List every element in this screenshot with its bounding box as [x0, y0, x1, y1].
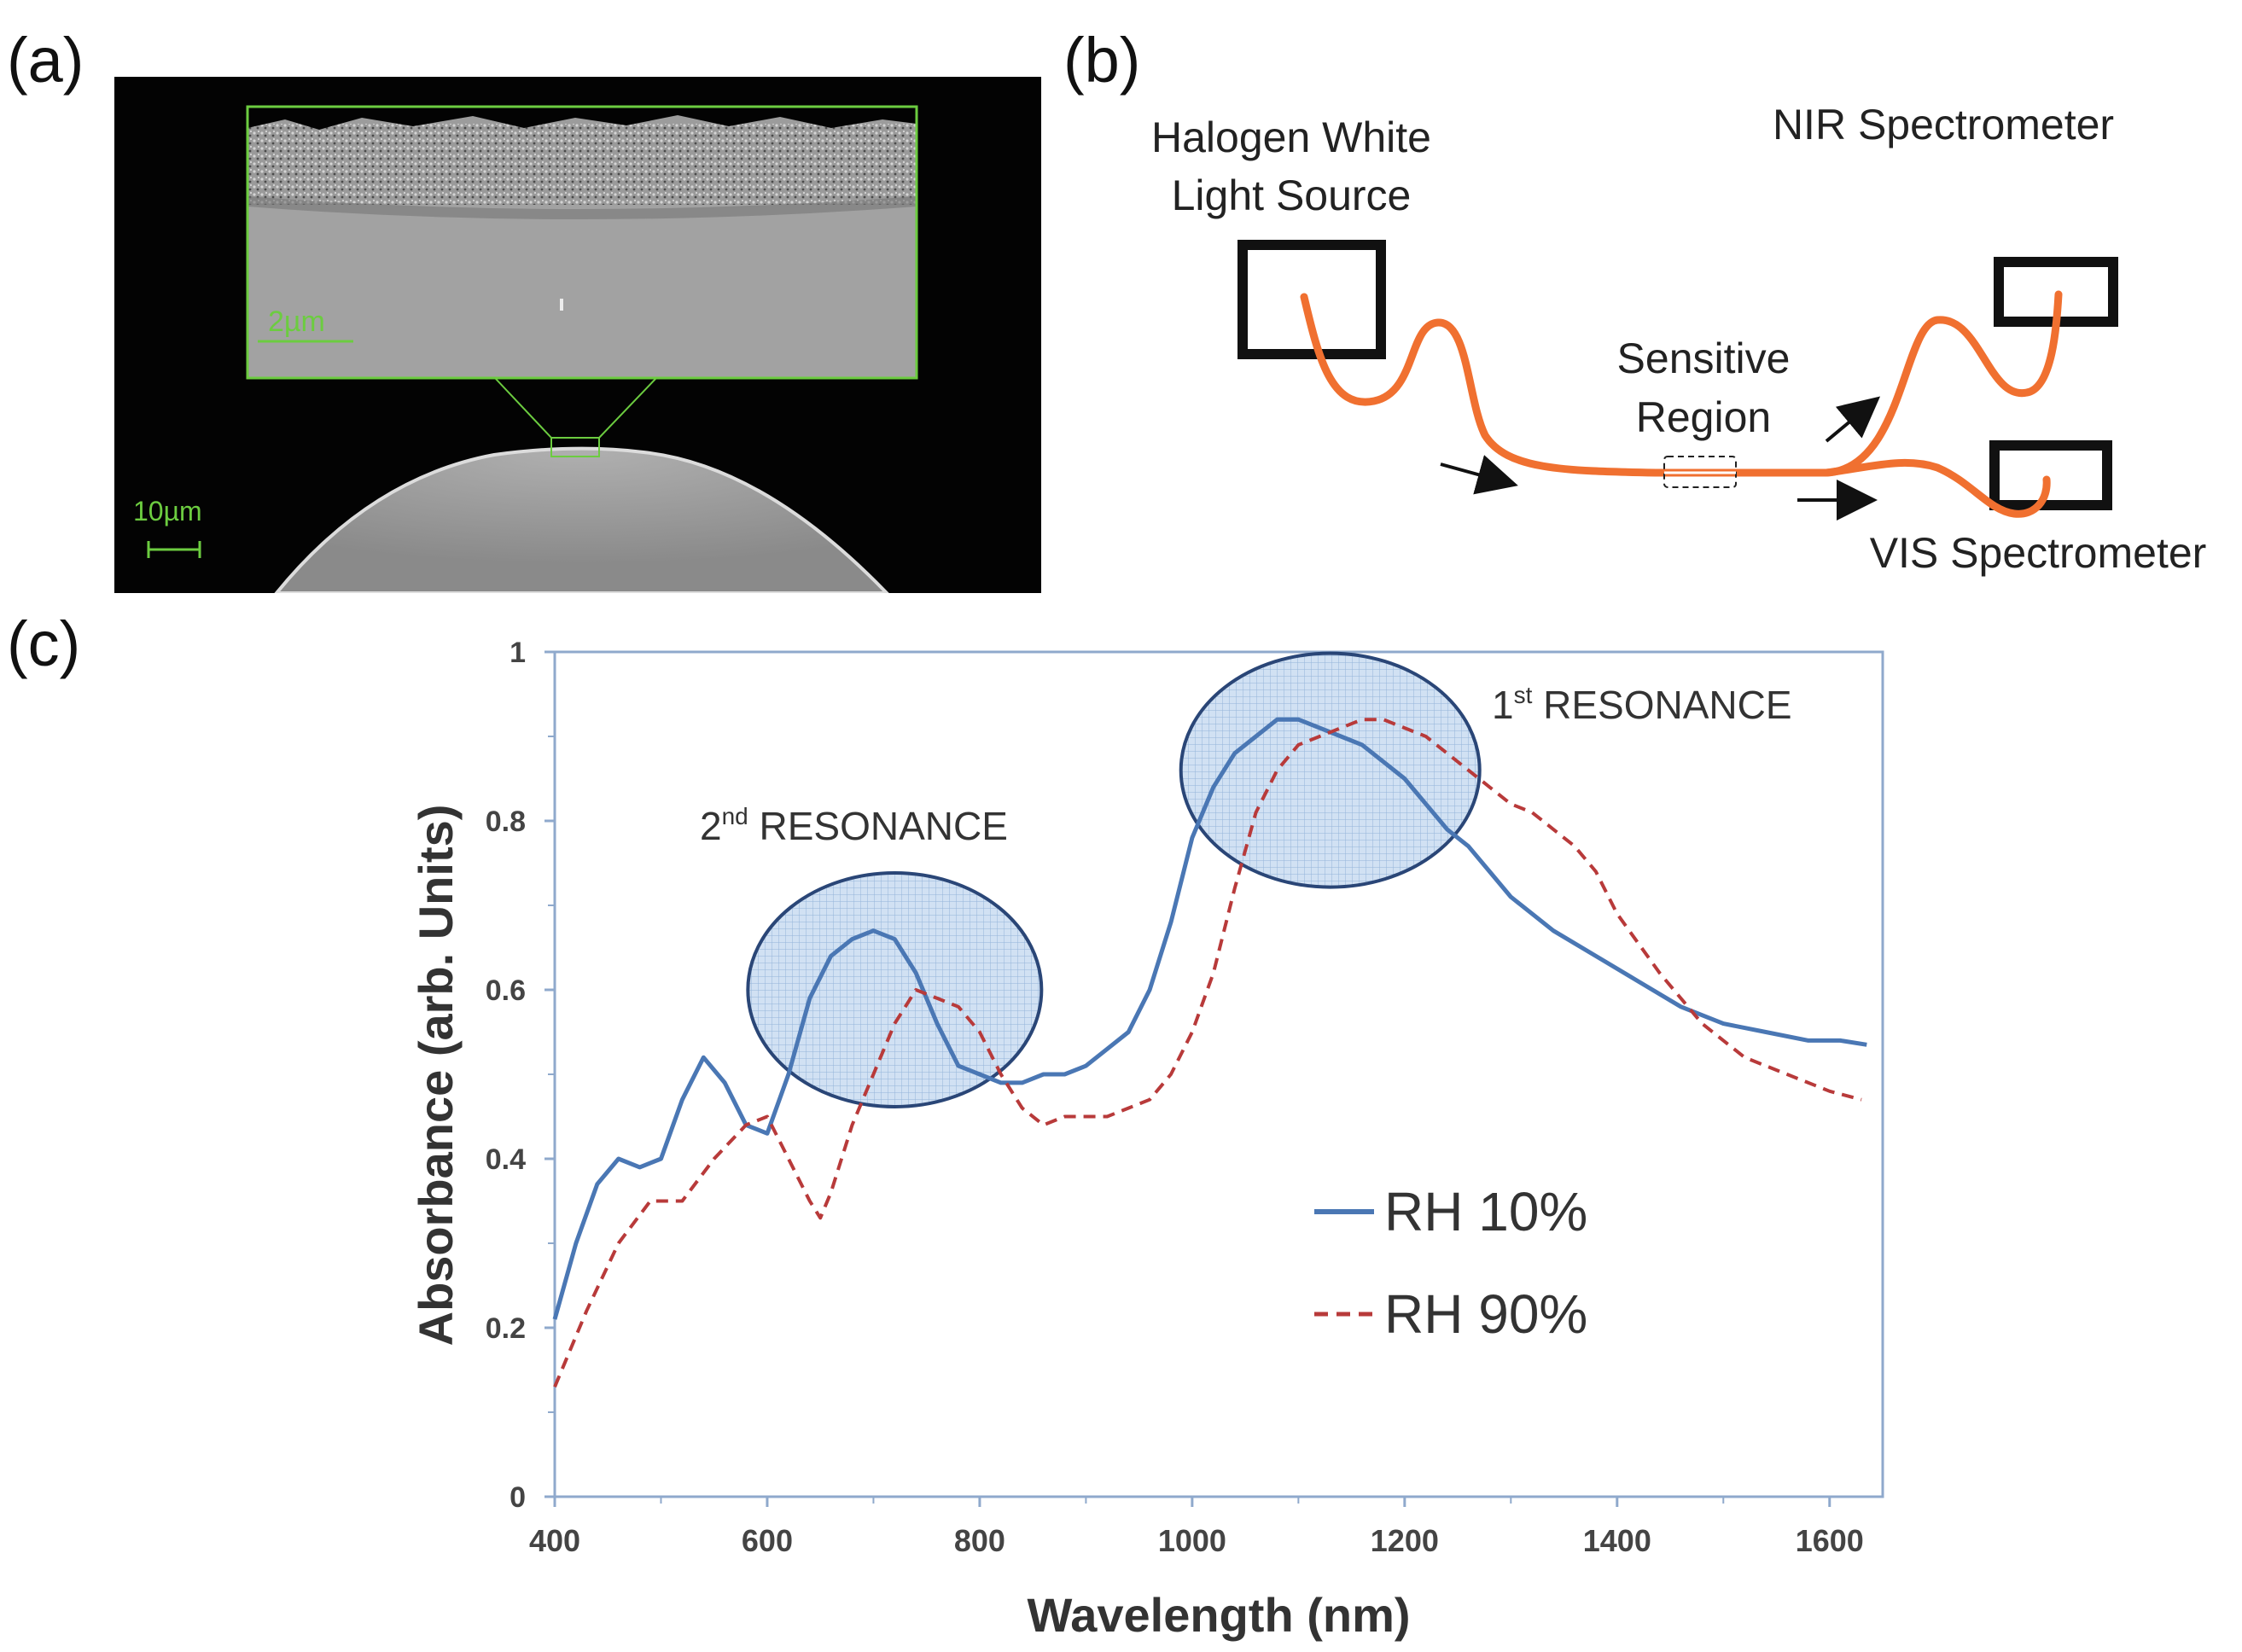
source-label-line2: Light Source: [1172, 172, 1412, 219]
resonance-1-label: 1st RESONANCE: [1492, 682, 1792, 727]
sem-svg: 2µm 10µm: [133, 105, 918, 593]
resonance-1-ellipse: [1179, 651, 1482, 889]
panel-label-c: (c): [7, 608, 81, 679]
legend-label-rh90: RH 90%: [1384, 1283, 1587, 1345]
sem-inset: [246, 105, 918, 380]
series-rh10-line: [552, 717, 1867, 1320]
nir-label: NIR Spectrometer: [1773, 101, 2114, 148]
y-tick-label: 0: [510, 1481, 526, 1514]
sem-image: 2µm 10µm: [114, 77, 1041, 593]
optical-fiber: [1300, 290, 2063, 477]
y-tick-label: 0.2: [486, 1312, 526, 1345]
sensitive-label-line2: Region: [1636, 393, 1771, 441]
legend-label-rh10: RH 10%: [1384, 1181, 1587, 1242]
x-axis-label: Wavelength (nm): [1027, 1588, 1410, 1642]
x-tick-label: 400: [529, 1523, 580, 1558]
inset-scale-label: 2µm: [268, 305, 325, 338]
light-source-box: [1237, 240, 1386, 359]
series-rh90-line: [553, 718, 1862, 1388]
source-label-line1: Halogen White: [1151, 113, 1431, 161]
sensitive-label-line1: Sensitive: [1617, 334, 1791, 382]
y-tick-label: 0.8: [486, 806, 526, 838]
zoom-source-box: [550, 437, 600, 457]
x-tick-label: 600: [742, 1523, 793, 1558]
y-tick-label: 1: [510, 637, 526, 669]
y-tick-label: 0.6: [486, 974, 526, 1007]
x-tick-label: 1600: [1796, 1523, 1864, 1558]
panel-label-a: (a): [7, 25, 84, 96]
x-tick-label: 1200: [1371, 1523, 1439, 1558]
panel-label-b: (b): [1063, 25, 1141, 96]
x-tick-label: 800: [954, 1523, 1005, 1558]
y-tick-label: 0.4: [486, 1143, 526, 1176]
arrow-input: [1440, 455, 1518, 495]
resonance-2-label: 2nd RESONANCE: [700, 803, 1008, 848]
y-axis-label: Absorbance (arb. Units): [409, 805, 463, 1347]
x-tick-label: 1400: [1583, 1523, 1651, 1558]
plot-area: [553, 650, 1884, 1498]
fiber-cross-section: [274, 446, 889, 593]
vis-label: VIS Spectrometer: [1870, 529, 2207, 577]
arrow-to-nir: [1825, 396, 1881, 443]
main-scale-label: 10µm: [133, 496, 202, 526]
vis-spectrometer-box: [1989, 440, 2112, 510]
setup-diagram: Halogen White Light Source NIR Spectrome…: [1151, 101, 2207, 577]
x-tick-label: 1000: [1158, 1523, 1226, 1558]
resonance-2-ellipse: [746, 871, 1044, 1108]
